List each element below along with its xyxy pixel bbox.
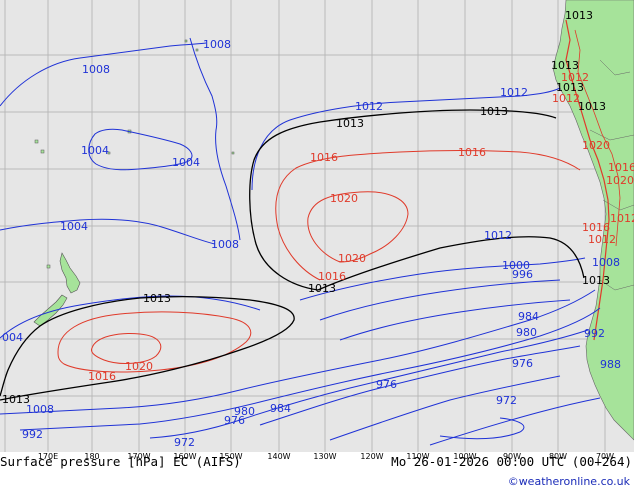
contour-label: 1020 — [606, 174, 634, 187]
contour-label: 1008 — [592, 256, 620, 269]
credit-link[interactable]: ©weatheronline.co.uk — [507, 475, 630, 488]
contour-label: 1012 — [610, 212, 634, 225]
andes-relief — [565, 19, 610, 341]
valid-time: Mo 26-01-2026 00:00 UTC (00+264) — [391, 454, 632, 469]
contour-label: 1016 — [310, 151, 338, 164]
new-zealand-south-island — [33, 294, 68, 327]
contour-label: 1008 — [82, 63, 110, 76]
contour-label: 1012 — [355, 100, 383, 113]
contour-label: 1004 — [81, 144, 109, 157]
pressure-map: 1008 1008 1004 1004 1008 1004 1012 1012 … — [0, 0, 634, 452]
longitude-label: 160W — [173, 452, 197, 461]
contour-label: 1004 — [60, 220, 88, 233]
contour-label: 1013 — [578, 100, 606, 113]
contour-label: 1008 — [203, 38, 231, 51]
contour-label: 1020 — [125, 360, 153, 373]
contour-label: 996 — [512, 268, 533, 281]
map-footer: 170E 180 170W 160W 150W 140W 130W 120W 1… — [0, 452, 634, 490]
longitude-label: 90W — [502, 452, 522, 461]
contour-label: 1016 — [608, 161, 634, 174]
longitude-label: 110W — [406, 452, 430, 461]
longitude-label: 70W — [595, 452, 615, 461]
contour-label: 1004 — [172, 156, 200, 169]
contour-label: 1016 — [318, 270, 346, 283]
longitude-label: 170E — [37, 452, 59, 461]
contour-label: 992 — [22, 428, 43, 441]
contour-label: 1013 — [565, 9, 593, 22]
contour-label: 1016 — [582, 221, 610, 234]
contour-label: 1008 — [26, 403, 54, 416]
contour-label: 1013 — [551, 59, 579, 72]
contour-label: 992 — [584, 327, 605, 340]
longitude-label: 130W — [313, 452, 337, 461]
contour-label: 1012 — [552, 92, 580, 105]
longitude-label: 140W — [267, 452, 291, 461]
contour-label: 1012 — [500, 86, 528, 99]
contour-label: 1020 — [330, 192, 358, 205]
longitude-label: 170W — [127, 452, 151, 461]
contour-label: 1020 — [582, 139, 610, 152]
longitude-label: 120W — [360, 452, 384, 461]
contour-label: 980 — [234, 405, 255, 418]
contour-label: 1012 — [561, 71, 589, 84]
contour-label: 976 — [224, 414, 245, 427]
contour-label: 1020 — [338, 252, 366, 265]
longitude-label: 150W — [219, 452, 243, 461]
lat-lon-grid — [0, 0, 634, 452]
pacific-islands — [34, 39, 235, 269]
andes-relief-2 — [574, 29, 621, 247]
contour-label: 1013 — [556, 81, 584, 94]
contour-label: 976 — [512, 357, 533, 370]
contour-label: 1013 — [480, 105, 508, 118]
map-canvas: 1008 1008 1004 1004 1008 1004 1012 1012 … — [0, 0, 634, 452]
contour-label: 988 — [600, 358, 621, 371]
contour-label: 972 — [496, 394, 517, 407]
contour-label: 1016 — [88, 370, 116, 383]
contour-label: 004 — [2, 331, 23, 344]
contour-label: 972 — [174, 436, 195, 449]
contour-label: 1012 — [484, 229, 512, 242]
contour-label: 1013 — [336, 117, 364, 130]
contour-label: 1013 — [143, 292, 171, 305]
south-america-land — [552, 0, 634, 441]
isobars — [0, 37, 601, 446]
contour-label: 1008 — [211, 238, 239, 251]
longitude-label: 80W — [548, 452, 568, 461]
longitude-label: 180 — [84, 452, 100, 461]
contour-label: 976 — [376, 378, 397, 391]
contour-label: 1013 — [308, 282, 336, 295]
contour-label: 1013 — [582, 274, 610, 287]
contour-label: 980 — [516, 326, 537, 339]
contour-label: 984 — [518, 310, 539, 323]
contour-label: 1012 — [588, 233, 616, 246]
contour-labels: 1008 1008 1004 1004 1008 1004 1012 1012 … — [2, 9, 634, 449]
contour-label: 984 — [270, 402, 291, 415]
contour-label: 1016 — [458, 146, 486, 159]
contour-label: 1013 — [2, 393, 30, 406]
longitude-label: 100W — [453, 452, 477, 461]
contour-label: 1000 — [502, 259, 530, 272]
map-title: Surface pressure [hPa] EC (AIFS) — [0, 454, 241, 469]
new-zealand-north-island — [59, 252, 81, 294]
